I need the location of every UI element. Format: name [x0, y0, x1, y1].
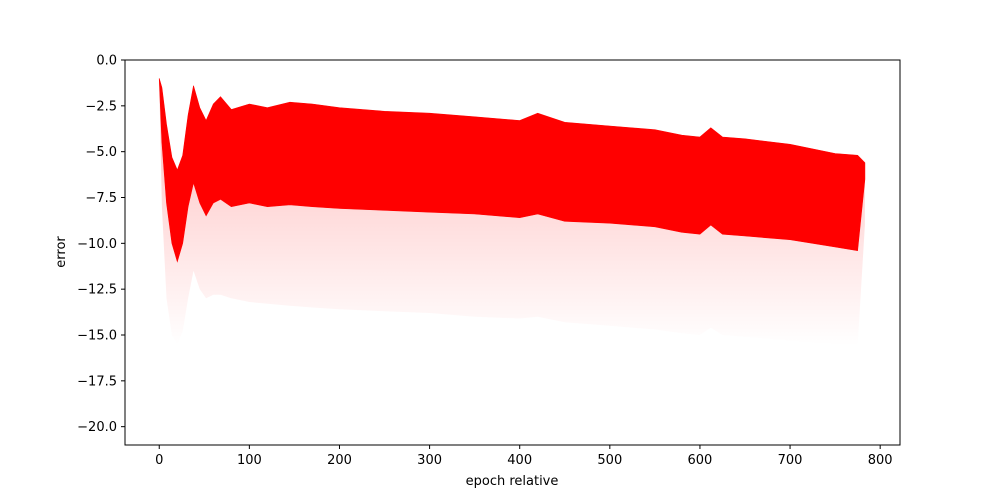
y-tick-label: −10.0 [77, 237, 117, 252]
axes-frame [124, 59, 901, 446]
y-tick-label: −20.0 [77, 420, 117, 435]
x-tick-label: 500 [597, 453, 622, 468]
x-tick-label: 700 [778, 453, 803, 468]
x-axis: 0 100 200 300 400 500 600 700 800 [155, 445, 893, 468]
y-tick-label: −12.5 [77, 283, 117, 298]
x-tick-label: 800 [868, 453, 893, 468]
y-tick-label: 0.0 [96, 54, 117, 69]
x-tick-label: 0 [155, 453, 163, 468]
y-tick-label: −5.0 [85, 145, 117, 160]
faint-scatter-region-0 [159, 78, 865, 347]
x-axis-label: epoch relative [466, 474, 559, 489]
x-tick-label: 200 [327, 453, 352, 468]
y-tick-label: −7.5 [85, 191, 117, 206]
plot-area [158, 78, 866, 347]
y-axis-label: error [54, 236, 69, 268]
y-axis: 0.0 −2.5 −5.0 −7.5 −10.0 −12.5 −15.0 −17.5 −20.0 [77, 54, 125, 435]
error-band-0 [158, 78, 866, 263]
x-tick-label: 600 [688, 453, 713, 468]
y-tick-label: −15.0 [77, 329, 117, 344]
y-tick-label: −17.5 [77, 374, 117, 389]
y-tick-label: −2.5 [85, 99, 117, 114]
x-tick-label: 300 [417, 453, 442, 468]
x-tick-label: 100 [237, 453, 262, 468]
x-tick-label: 400 [507, 453, 532, 468]
